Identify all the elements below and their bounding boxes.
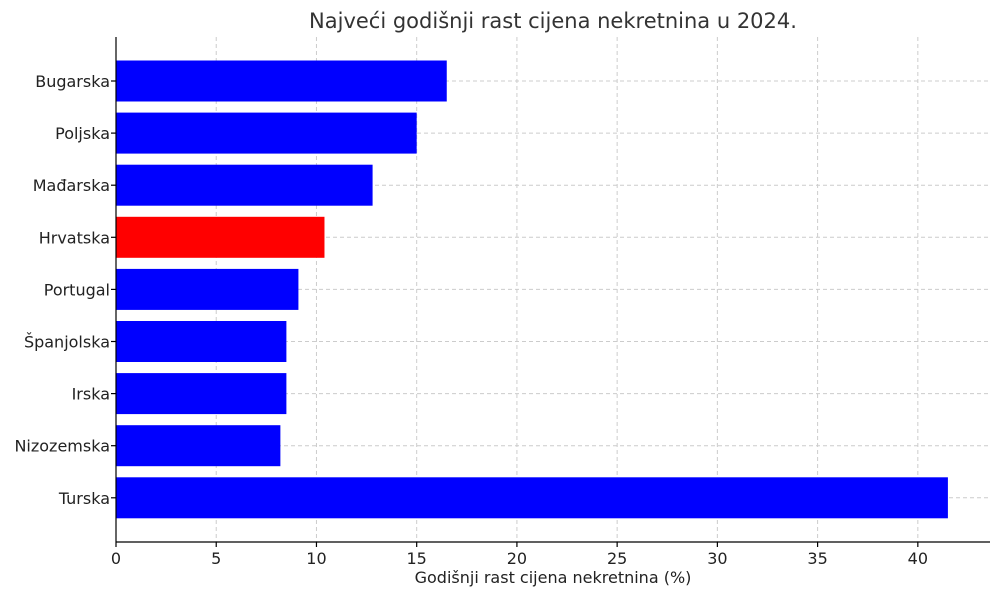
axes: [111, 37, 990, 547]
x-tick-label: 30: [707, 549, 727, 568]
chart-title: Najveći godišnji rast cijena nekretnina …: [309, 9, 797, 33]
category-label: Mađarska: [33, 176, 110, 195]
x-axis-label: Godišnji rast cijena nekretnina (%): [415, 568, 692, 587]
category-label: Hrvatska: [39, 228, 110, 247]
category-labels: Bugarska Poljska Mađarska Hrvatska Portugal Š…: [14, 72, 110, 508]
x-tick-label: 15: [407, 549, 427, 568]
x-tick-label: 20: [507, 549, 527, 568]
bar-hrvatska: [116, 216, 325, 258]
category-label: Turska: [58, 489, 110, 508]
x-tick-label: 0: [111, 549, 121, 568]
category-label: Nizozemska: [14, 437, 110, 456]
category-label: Španjolska: [24, 333, 110, 352]
x-tick-labels: 0 5 10 15 20 25 30 35 40: [111, 549, 928, 568]
grid-lines: [115, 37, 990, 542]
category-label: Bugarska: [35, 72, 110, 91]
x-tick-label: 5: [211, 549, 221, 568]
category-label: Portugal: [44, 280, 110, 299]
bar-irska: [116, 373, 287, 415]
x-tick-label: 40: [908, 549, 928, 568]
bar-portugal: [116, 268, 299, 310]
x-tick-label: 10: [306, 549, 326, 568]
bar-turska: [116, 477, 948, 519]
x-tick-label: 35: [807, 549, 827, 568]
bar-poljska: [116, 112, 417, 154]
bar-bugarska: [116, 60, 447, 102]
bars: [116, 60, 948, 519]
bar-mađarska: [116, 164, 373, 206]
bar-nizozemska: [116, 425, 281, 467]
category-label: Poljska: [55, 124, 110, 143]
category-label: Irska: [72, 385, 110, 404]
bar-španjolska: [116, 321, 287, 362]
x-tick-label: 25: [607, 549, 627, 568]
